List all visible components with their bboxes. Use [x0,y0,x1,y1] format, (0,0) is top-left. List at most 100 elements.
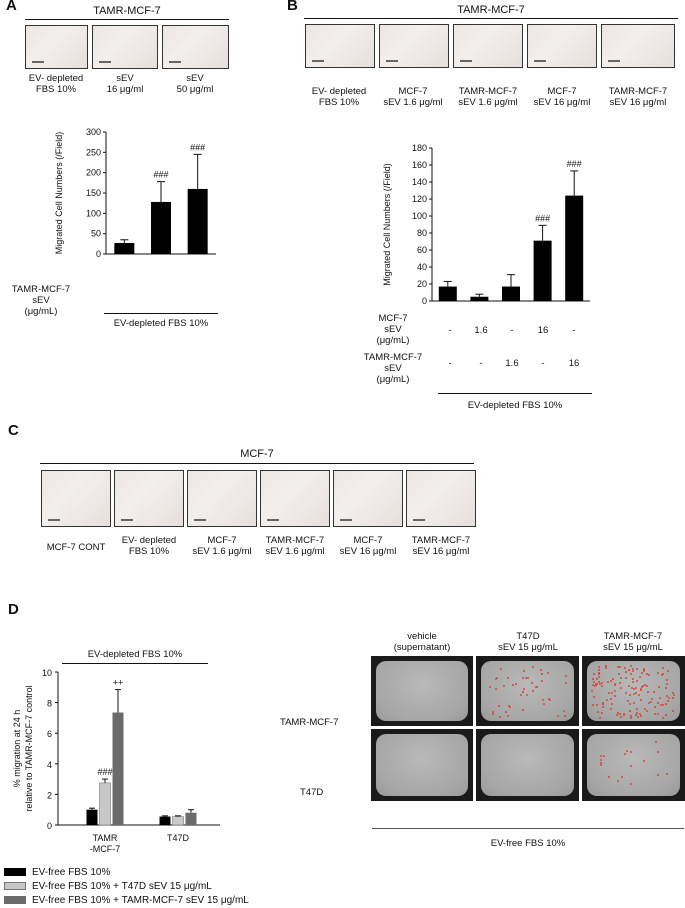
migrated-cell-dot [671,710,674,713]
migrated-cell-dot [598,680,601,683]
migrated-cell-dot [665,772,668,775]
panel-b-row1-value: - [572,325,576,336]
migrated-cell-dot [494,677,497,680]
migrated-cell-dot [636,667,639,670]
y-tick-label: 150 [86,188,101,198]
migrated-cell-dot [524,677,527,680]
migrated-cell-dot [646,673,649,675]
migrated-cell-dot [593,685,596,688]
migrated-cell-dot [522,687,525,690]
migrated-cell-dot [632,667,635,670]
migrated-cell-dot [671,691,674,694]
migrated-cell-dot [531,666,534,669]
migrated-cell-dot [638,712,641,715]
panel-d-letter: D [8,601,19,618]
bar [438,286,457,301]
migrated-cell-dot [666,670,669,673]
panel-c-image-label: TAMR-MCF-7 sEV 16 μg/ml [411,535,471,557]
panel-b-row2-value: - [541,358,545,369]
migrated-cell-dot [629,693,632,696]
migrated-cell-dot [654,705,657,708]
panel-c-image-6 [406,470,476,527]
migrated-cell-dot [614,695,617,698]
migrated-cell-dot [631,678,634,681]
migrated-cell-dot [542,703,545,706]
migrated-cell-dot [557,715,560,718]
migrated-cell-dot [621,776,624,779]
migrated-cell-dot [601,685,604,688]
migrated-cell-dot [651,698,654,701]
migrated-cell-dot [646,710,649,713]
panel-b-title: TAMR-MCF-7 [457,4,525,16]
migrated-cell-dot [535,685,538,688]
significance-label: ### [190,142,205,152]
migrated-cell-dot [597,672,600,675]
migrated-cell-dot [623,714,626,717]
migrated-cell-dot [661,716,664,719]
migrated-cell-dot [627,684,630,687]
migrated-cell-dot [659,696,662,699]
panel-c-image-5 [333,470,403,527]
migrated-cell-dot [547,698,550,701]
migrated-cell-dot [598,675,601,678]
migrated-cell-dot [657,701,660,704]
plate-well-t47d-vehicle [371,729,473,801]
significance-label: ### [153,170,168,180]
panel-b-row1-header: MCF-7 sEV (μg/mL) [376,313,410,346]
migrated-cell-dot [631,681,634,684]
migrated-cell-dot [610,697,613,700]
migrated-cell-dot [540,668,543,671]
migrated-cell-dot [542,698,545,701]
panel-c-image-label: EV- depleted FBS 10% [121,535,177,557]
panel-c-image-4 [260,470,330,527]
migrated-cell-dot [619,682,622,685]
migrated-cell-dot [623,666,626,669]
migrated-cell-dot [632,701,635,704]
migrated-cell-dot [632,692,635,695]
panel-c-image-3 [187,470,257,527]
migrated-cell-dot [617,673,620,676]
panel-c-title: MCF-7 [240,448,274,460]
migrated-cell-dot [629,665,632,668]
panel-d-bar-chart: 0 2 4 6 8 10 ### ++ TAMR-MCF-7 T47D % migration at… [12,668,220,854]
migrated-cell-dot [628,709,631,712]
significance-label: ++ [113,678,124,688]
migrated-cell-dot [593,696,596,699]
y-tick-label: 100 [86,208,101,218]
migrated-cell-dot [591,690,593,693]
migrated-cell-dot [595,678,598,681]
plate-well-t47d-tamr-sev [582,729,685,801]
migrated-cell-dot [633,688,636,691]
migrated-cell-dot [640,687,643,690]
legend-label: EV-free FBS 10% + T47D sEV 15 μg/mL [32,881,212,892]
migrated-cell-dot [657,672,660,675]
migrated-cell-dot [628,703,631,706]
panel-a-title-line [25,19,229,20]
migrated-cell-dot [642,760,645,763]
significance-label: ### [535,213,550,223]
migrated-cell-dot [635,692,638,695]
panel-c-image-label: MCF-7 sEV 1.6 μg/ml [192,535,252,557]
migrated-cell-dot [600,755,603,758]
panel-c-title-line [40,463,474,464]
migrated-cell-dot [667,700,670,703]
panel-b-row2-value: - [479,358,483,369]
panel-d-col-label: vehicle (supernatant) [393,631,451,653]
migrated-cell-dot [645,685,648,688]
migrated-cell-dot [611,677,614,680]
y-tick-label: 4 [47,760,52,770]
bar [502,286,520,301]
panel-b-row1-value: - [510,325,514,336]
migrated-cell-dot [629,783,632,786]
migrated-cell-dot [607,692,610,695]
migrated-cell-dot [629,764,632,767]
migrated-cell-dot [629,673,632,676]
migrated-cell-dot [648,701,651,704]
plate-well-t47d-t47d-sev [476,729,579,801]
migrated-cell-dot [666,678,669,681]
migrated-cell-dot [665,686,668,689]
migrated-cell-dot [616,714,619,717]
migrated-cell-dot [602,701,605,704]
migrated-cell-dot [507,677,510,680]
migrated-cell-dot [610,680,613,683]
